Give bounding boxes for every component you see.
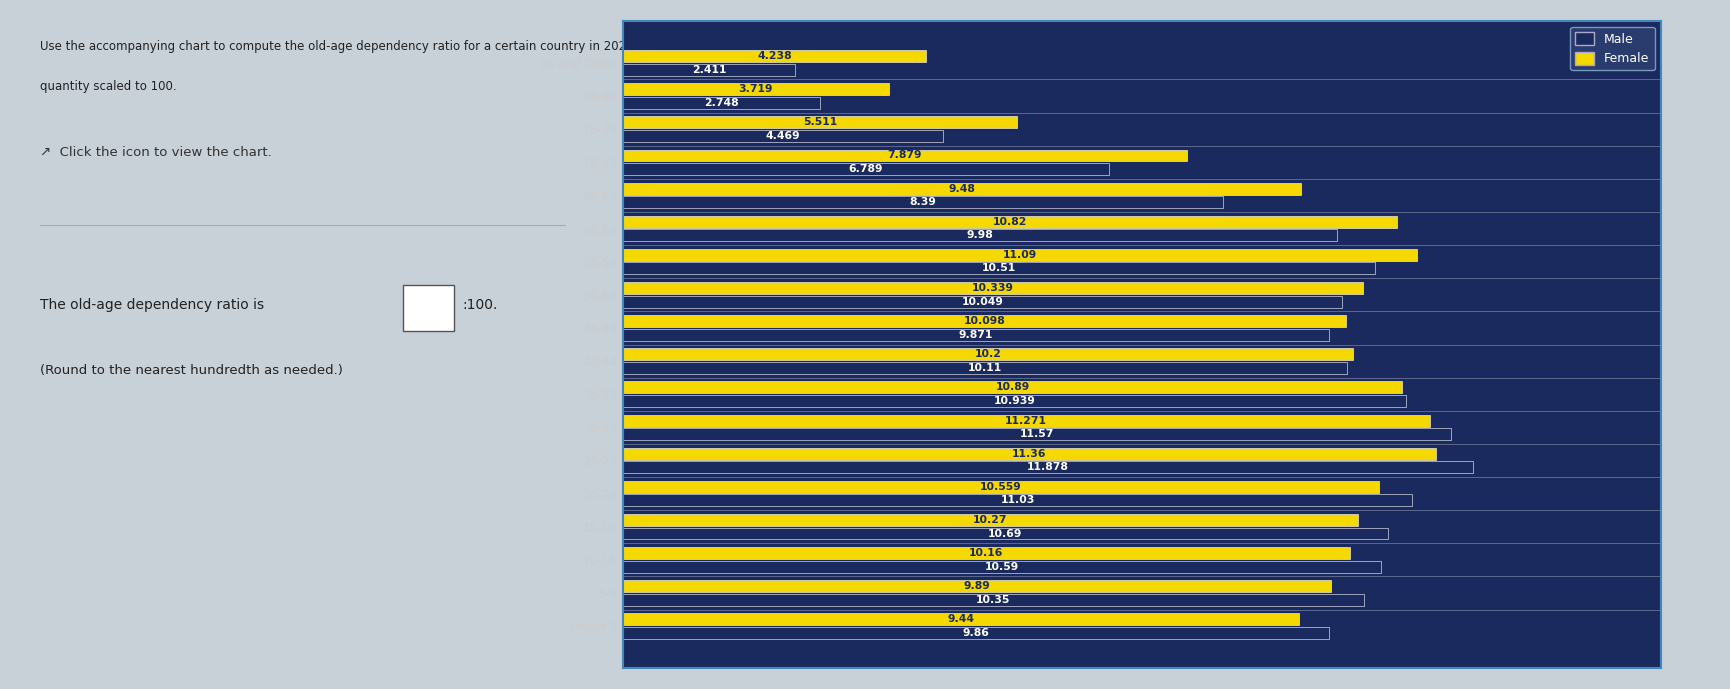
Bar <box>623 349 1353 360</box>
Bar <box>623 594 1363 606</box>
Text: 9.89: 9.89 <box>964 582 990 591</box>
Text: 6.789: 6.789 <box>848 164 882 174</box>
Bar <box>623 282 1363 294</box>
Text: 10.11: 10.11 <box>967 363 1002 373</box>
Bar <box>623 315 1346 327</box>
Text: 3.719: 3.719 <box>739 84 773 94</box>
Bar <box>623 580 1330 592</box>
Text: 10.2: 10.2 <box>974 349 1002 359</box>
Text: ↗  Click the icon to view the chart.: ↗ Click the icon to view the chart. <box>40 146 272 159</box>
Bar <box>623 382 1403 393</box>
Bar <box>623 130 943 142</box>
Text: 10.27: 10.27 <box>974 515 1007 525</box>
Bar <box>623 97 820 109</box>
Bar <box>623 116 1017 128</box>
Bar <box>623 428 1451 440</box>
Bar <box>623 150 1187 161</box>
Bar <box>623 163 1109 175</box>
Text: 10.51: 10.51 <box>983 263 1016 274</box>
Bar <box>623 63 796 76</box>
Bar <box>623 263 1375 274</box>
Bar <box>623 415 1429 426</box>
Bar <box>623 83 889 95</box>
Text: 4.238: 4.238 <box>758 51 792 61</box>
Bar <box>623 627 1329 639</box>
Text: 11.271: 11.271 <box>1005 415 1047 426</box>
Bar <box>623 448 1436 460</box>
Text: 9.871: 9.871 <box>958 330 993 340</box>
Bar <box>623 362 1346 374</box>
Bar <box>623 547 1349 559</box>
Bar <box>623 183 1301 194</box>
Text: 10.559: 10.559 <box>979 482 1022 492</box>
Text: (Round to the nearest hundredth as needed.): (Round to the nearest hundredth as neede… <box>40 364 343 378</box>
Bar <box>623 249 1417 261</box>
Bar <box>623 514 1358 526</box>
Text: 10.89: 10.89 <box>995 382 1029 393</box>
Text: 7.879: 7.879 <box>887 150 922 161</box>
Text: 10.339: 10.339 <box>972 283 1014 293</box>
Text: 10.59: 10.59 <box>984 562 1019 572</box>
Text: quantity scaled to 100.: quantity scaled to 100. <box>40 80 176 93</box>
Bar <box>623 50 926 62</box>
Text: 5.511: 5.511 <box>803 117 837 127</box>
Bar <box>623 528 1387 539</box>
Text: 10.35: 10.35 <box>976 595 1010 605</box>
Text: 9.44: 9.44 <box>948 615 974 624</box>
Bar <box>623 481 1379 493</box>
Text: 11.57: 11.57 <box>1019 429 1054 439</box>
Text: 8.39: 8.39 <box>910 197 936 207</box>
Text: 10.049: 10.049 <box>962 296 1003 307</box>
Text: 9.98: 9.98 <box>967 230 993 240</box>
Bar <box>623 196 1223 208</box>
Text: 11.09: 11.09 <box>1003 250 1036 260</box>
Text: 11.878: 11.878 <box>1028 462 1069 472</box>
Text: The old-age dependency ratio is: The old-age dependency ratio is <box>40 298 268 312</box>
Text: 10.82: 10.82 <box>993 217 1028 227</box>
Bar <box>623 229 1337 241</box>
Text: 10.16: 10.16 <box>969 548 1003 558</box>
Text: 9.86: 9.86 <box>962 628 990 638</box>
Bar <box>623 395 1406 407</box>
Bar <box>623 613 1299 626</box>
Text: 11.36: 11.36 <box>1012 449 1047 459</box>
Text: 10.939: 10.939 <box>993 396 1035 406</box>
Text: :100.: :100. <box>462 298 498 312</box>
Text: 4.469: 4.469 <box>765 131 799 141</box>
Legend: Male, Female: Male, Female <box>1571 27 1654 70</box>
Text: 2.411: 2.411 <box>692 65 727 74</box>
Bar <box>623 495 1412 506</box>
Text: 2.748: 2.748 <box>704 98 739 107</box>
Text: 9.48: 9.48 <box>948 183 976 194</box>
Text: 11.03: 11.03 <box>1000 495 1035 506</box>
Text: 10.69: 10.69 <box>988 528 1022 539</box>
Bar <box>623 462 1474 473</box>
Bar <box>623 561 1381 573</box>
Bar <box>623 329 1329 340</box>
Text: 10.098: 10.098 <box>964 316 1005 326</box>
Bar <box>623 296 1342 307</box>
Bar <box>623 216 1398 227</box>
FancyBboxPatch shape <box>403 285 453 331</box>
Text: Use the accompanying chart to compute the old-age dependency ratio for a certain: Use the accompanying chart to compute th… <box>40 40 1214 53</box>
